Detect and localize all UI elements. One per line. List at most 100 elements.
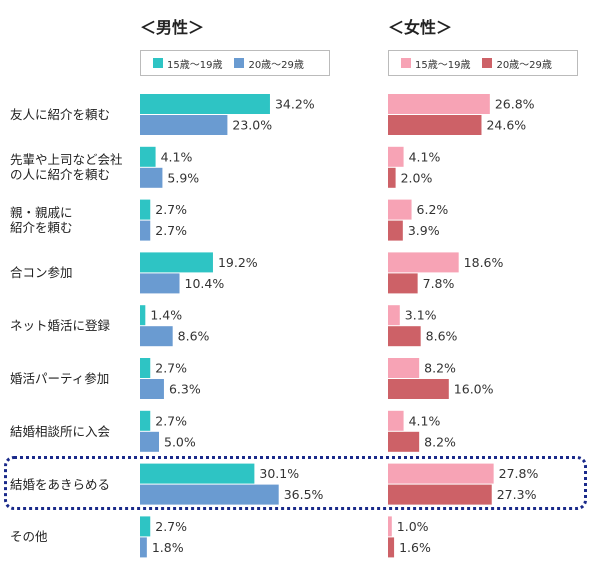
male-bar-15-19 [140,252,213,273]
data-label: 8.2% [424,434,456,449]
male-bar-20-29 [140,167,163,188]
category-label: 友人に紹介を頼む [10,107,110,122]
data-label: 23.0% [232,118,272,133]
female-bar-15-19 [388,199,412,220]
data-label: 2.7% [155,202,187,217]
female-bar-20-29 [388,537,395,558]
female-bar-20-29 [388,220,403,241]
category-label: 合コン参加 [10,265,73,280]
data-label: 8.6% [426,329,458,344]
category-label: その他 [10,529,48,544]
highlight-frame [4,456,587,510]
legend-swatch [153,58,163,68]
data-label: 7.8% [423,276,455,291]
data-label: 24.6% [486,118,526,133]
female-bar-15-19 [388,94,490,114]
male-bar-20-29 [140,484,279,505]
category-label: 結婚をあきらめる [10,477,110,492]
female-bar-15-19 [388,252,459,273]
data-label: 26.8% [495,97,535,112]
male-bar-20-29 [140,220,151,241]
male-legend-item-20-29: 20歳〜29歳 [234,56,304,71]
male-panel-title: ＜男性＞ [140,18,205,37]
data-label: 5.0% [164,434,196,449]
legend-swatch [234,58,245,68]
data-label: 1.4% [150,308,182,323]
male-bar-15-19 [140,94,270,114]
male-bar-20-29 [140,379,164,399]
male-legend: 15歳〜19歳 20歳〜29歳 [140,50,330,76]
female-bar-15-19 [388,516,392,537]
data-label: 3.9% [408,223,440,238]
category-label-line: の人に紹介を頼む [10,167,111,183]
female-bar-15-19 [388,463,494,484]
male-bar-20-29 [140,326,173,347]
female-bar-20-29 [388,273,418,294]
data-label: 2.0% [401,170,433,185]
male-bar-20-29 [140,273,180,294]
data-label: 18.6% [464,255,504,270]
category-label-line: 友人に紹介を頼む [10,107,111,122]
category-label-line: 結婚相談所に入会 [10,423,111,439]
male-bar-15-19 [140,516,151,537]
male-bar-15-19 [140,146,156,167]
data-label: 27.8% [499,466,539,481]
female-bar-15-19 [388,305,400,326]
category-label: 先輩や上司など会社 の人に紹介を頼む [10,152,123,182]
male-bar-15-19 [140,463,255,484]
female-bar-20-29 [388,431,420,452]
male-bar-15-19 [140,305,146,326]
data-label: 8.6% [178,329,210,344]
category-label-line: 紹介を頼む [10,220,73,236]
data-label: 27.3% [497,487,537,502]
female-bar-20-29 [388,484,492,505]
data-label: 1.0% [397,519,429,534]
category-label: 結婚相談所に入会 [10,424,110,439]
female-bar-20-29 [388,379,449,399]
data-label: 36.5% [284,487,324,502]
male-bar-15-19 [140,358,151,378]
data-label: 3.1% [405,308,437,323]
legend-label: 20歳〜29歳 [496,59,552,71]
category-label-line: 婚活パーティ参加 [10,371,110,386]
data-label: 4.1% [409,149,441,164]
data-label: 8.2% [424,361,456,376]
data-label: 16.0% [454,382,494,397]
data-label: 34.2% [275,97,315,112]
male-bar-20-29 [140,115,228,135]
male-bar-20-29 [140,537,147,558]
data-label: 5.9% [167,170,199,185]
data-label: 1.8% [152,540,184,555]
data-label: 19.2% [218,255,258,270]
legend-label: 15歳〜19歳 [415,59,471,71]
female-bar-15-19 [388,410,404,431]
female-legend-item-15-19: 15歳〜19歳 [401,56,470,71]
female-legend: 15歳〜19歳 20歳〜29歳 [388,50,578,76]
female-bar-20-29 [388,115,482,135]
male-legend-item-15-19: 15歳〜19歳 [153,56,222,71]
legend-label: 20歳〜29歳 [248,59,304,71]
category-label-line: 親・親戚に [10,205,73,221]
female-bar-15-19 [388,146,404,167]
category-label-line: 合コン参加 [10,265,73,281]
data-label: 30.1% [259,466,299,481]
male-bar-15-19 [140,199,151,220]
data-label: 2.7% [155,223,187,238]
data-label: 2.7% [155,361,187,376]
category-label-line: その他 [10,529,48,545]
category-label: 婚活パーティ参加 [10,371,109,386]
category-label: 親・親戚に 紹介を頼む [10,205,73,235]
data-label: 4.1% [409,413,441,428]
legend-swatch [482,58,493,68]
data-label: 6.2% [417,202,449,217]
data-label: 4.1% [161,149,193,164]
female-bar-15-19 [388,358,420,378]
data-label: 1.6% [399,540,431,555]
data-label: 10.4% [185,276,225,291]
legend-swatch [401,58,411,68]
male-bar-15-19 [140,410,151,431]
female-bar-20-29 [388,326,421,347]
female-panel-title: ＜女性＞ [388,18,453,37]
